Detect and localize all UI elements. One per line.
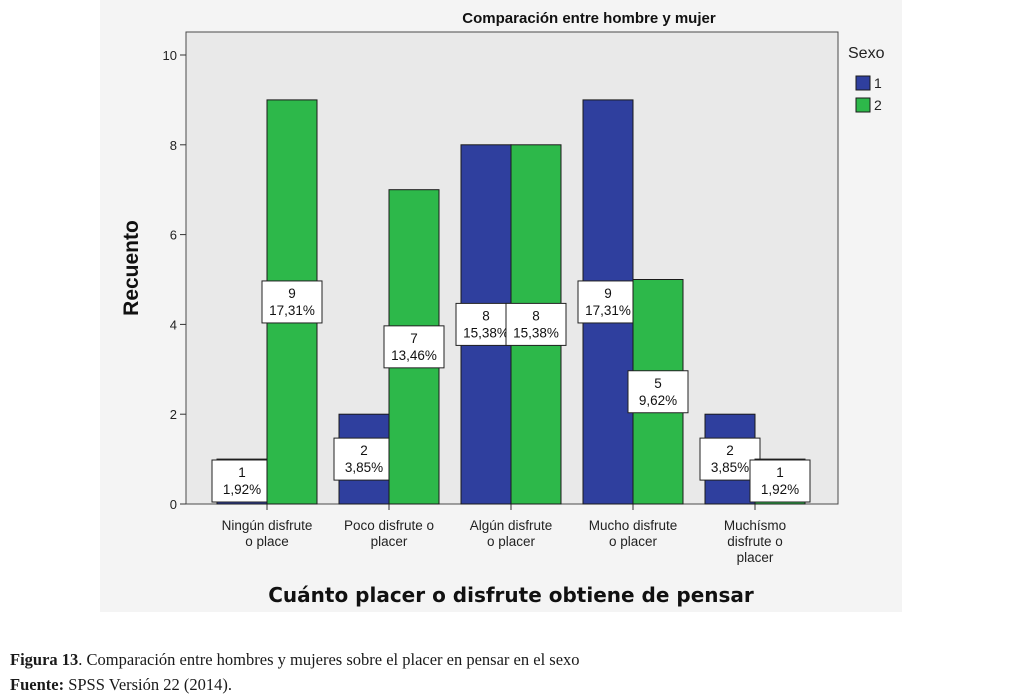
data-label-percent: 1,92% (761, 482, 799, 497)
data-label-percent: 13,46% (391, 348, 437, 363)
data-label-percent: 17,31% (585, 303, 631, 318)
y-tick-label: 0 (170, 497, 177, 512)
data-label-count: 2 (360, 443, 368, 458)
data-label-count: 7 (410, 331, 418, 346)
data-label-box (383, 325, 445, 369)
data-label-count: 9 (288, 286, 296, 301)
legend-label-2: 2 (874, 97, 882, 113)
data-label-count: 8 (532, 308, 540, 323)
data-label-count: 5 (654, 376, 662, 391)
data-label-count: 9 (604, 286, 612, 301)
y-tick-label: 10 (163, 48, 177, 63)
chart-title: Comparación entre hombre y mujer (462, 10, 716, 27)
figure-caption: Figura 13. Comparación entre hombres y m… (10, 650, 580, 670)
data-label-count: 2 (726, 443, 734, 458)
y-axis-label: Recuento (120, 220, 143, 316)
x-tick-label: Poco disfrute o (344, 518, 434, 533)
legend-swatch-1 (855, 75, 871, 91)
data-label-count: 1 (238, 465, 246, 480)
data-label-percent: 1,92% (223, 482, 261, 497)
data-label-percent: 9,62% (639, 393, 677, 408)
x-tick-label: placer (737, 550, 774, 565)
data-label-box (749, 459, 811, 503)
data-label-box (627, 370, 689, 414)
source-label: Fuente: (10, 675, 65, 694)
chart-area: Comparación entre hombre y mujer 0 2 4 6 8 10 R… (100, 0, 902, 612)
y-tick-label: 2 (170, 407, 177, 422)
y-tick-label: 6 (170, 228, 177, 243)
x-axis-label: Cuánto placer o disfrute obtiene de pens… (268, 583, 754, 607)
x-tick-label: o place (245, 534, 289, 549)
legend-label-1: 1 (874, 75, 882, 91)
data-label-count: 1 (776, 465, 784, 480)
x-tick-label: placer (371, 534, 408, 549)
source-caption: Fuente: SPSS Versión 22 (2014). (10, 675, 232, 695)
data-label-box (577, 280, 639, 324)
data-label-count: 8 (482, 308, 490, 323)
bar-chart: Comparación entre hombre y mujer 0 2 4 6 8 10 R… (120, 10, 885, 607)
data-label-box (211, 459, 273, 503)
data-label-box (505, 302, 567, 346)
x-tick-label: disfrute o (727, 534, 783, 549)
x-tick-label: o placer (609, 534, 658, 549)
x-tick-label: Algún disfrute (470, 518, 553, 533)
x-tick-label: Ningún disfrute (222, 518, 313, 533)
data-label-box (333, 437, 395, 481)
x-tick-label: Muchísmo (724, 518, 786, 533)
legend-title: Sexo (848, 45, 885, 62)
figure-label: Figura 13 (10, 650, 79, 669)
figure-text: . Comparación entre hombres y mujeres so… (78, 650, 580, 669)
x-tick-label: o placer (487, 534, 536, 549)
data-label-box (261, 280, 323, 324)
y-tick-label: 8 (170, 138, 177, 153)
data-label-percent: 3,85% (345, 460, 383, 475)
data-label-percent: 17,31% (269, 303, 315, 318)
data-label-percent: 15,38% (463, 325, 509, 340)
x-tick-label: Mucho disfrute (589, 518, 678, 533)
data-label-percent: 15,38% (513, 325, 559, 340)
data-label-percent: 3,85% (711, 460, 749, 475)
source-text: SPSS Versión 22 (2014). (64, 675, 233, 694)
legend-swatch-2 (855, 97, 871, 113)
y-tick-label: 4 (170, 317, 177, 332)
